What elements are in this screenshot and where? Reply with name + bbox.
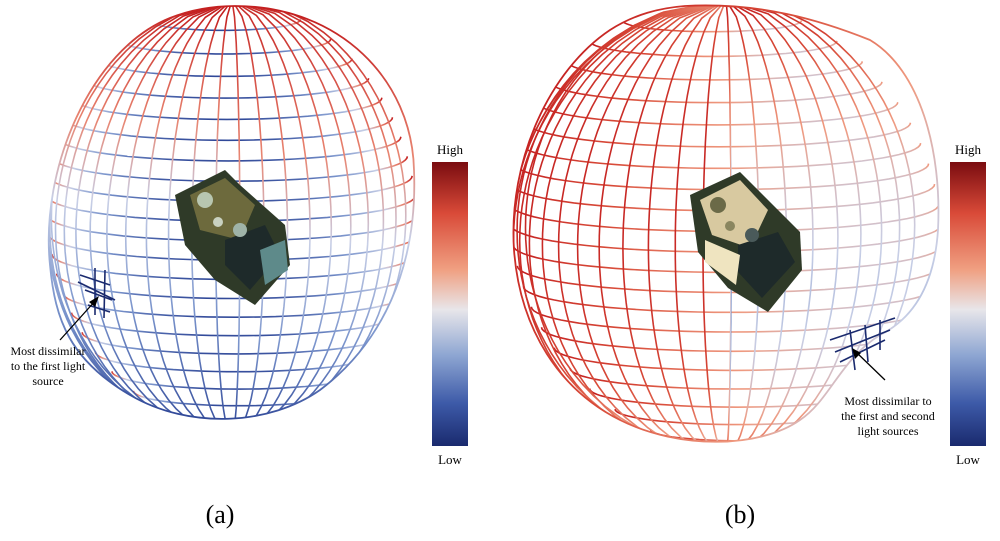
arrow-icon xyxy=(852,348,886,381)
colorbar-high-label-a: High xyxy=(437,142,463,157)
mesh-line xyxy=(231,6,370,419)
panel-a: High Low Most dissimilar to the first li… xyxy=(10,5,468,529)
mesh-line xyxy=(725,5,862,442)
colorbar-low-label-a: Low xyxy=(438,452,462,467)
mesh-line xyxy=(647,5,727,442)
mesh-line xyxy=(725,5,814,442)
mesh-line xyxy=(231,6,311,419)
colorbar-high-label-b: High xyxy=(955,142,981,157)
mesh-line xyxy=(524,5,727,442)
object-render-b xyxy=(690,172,802,312)
mesh-line xyxy=(526,122,912,148)
colorbar-low-label-b: Low xyxy=(956,452,980,467)
mesh-sphere-b xyxy=(512,4,986,446)
annotation-b: Most dissimilar to the first and second … xyxy=(841,394,935,438)
mesh-line xyxy=(519,142,922,170)
mesh-line xyxy=(725,5,839,442)
mesh-line xyxy=(97,58,353,78)
mesh-line xyxy=(516,5,727,442)
mesh-line xyxy=(55,136,402,162)
mesh-line xyxy=(63,6,233,419)
mesh-sphere-a xyxy=(47,5,468,446)
mesh-line xyxy=(231,6,289,419)
mesh-line xyxy=(614,408,864,426)
mesh-line xyxy=(516,265,939,294)
mesh-line xyxy=(89,6,233,419)
mesh-line xyxy=(541,5,727,442)
mesh-line xyxy=(54,6,233,419)
mesh-line xyxy=(566,61,864,81)
dissimilar-region-b xyxy=(829,317,896,371)
object-render-a xyxy=(175,170,290,305)
mesh-line xyxy=(622,5,727,442)
caption-a: (a) xyxy=(205,500,235,529)
mesh-line xyxy=(536,102,899,126)
colorbar-a xyxy=(432,162,468,446)
mesh-line xyxy=(598,5,727,442)
panel-b: High Low Most dissimilar to the first an… xyxy=(500,0,1000,541)
mesh-line xyxy=(117,38,332,55)
mesh-line xyxy=(231,6,333,419)
mesh-line xyxy=(549,81,883,104)
mesh-line xyxy=(231,6,385,419)
mesh-line xyxy=(231,6,352,419)
mesh-line xyxy=(576,5,727,442)
dissimilar-region-a xyxy=(77,268,116,319)
arrow-icon xyxy=(59,296,99,341)
mesh-line xyxy=(106,6,233,419)
mesh-line xyxy=(124,6,233,419)
annotation-a: Most dissimilar to the first light sourc… xyxy=(10,344,86,388)
mesh-line xyxy=(569,367,903,390)
mesh-line xyxy=(82,77,370,99)
mesh-line xyxy=(75,6,233,419)
mesh-line xyxy=(674,5,727,442)
mesh-line xyxy=(167,6,233,419)
mesh-line xyxy=(557,5,727,442)
colorbar-b xyxy=(950,162,986,446)
mesh-line xyxy=(145,6,233,419)
mesh-line xyxy=(528,5,727,442)
caption-b: (b) xyxy=(724,500,756,529)
mesh-line xyxy=(62,117,394,142)
